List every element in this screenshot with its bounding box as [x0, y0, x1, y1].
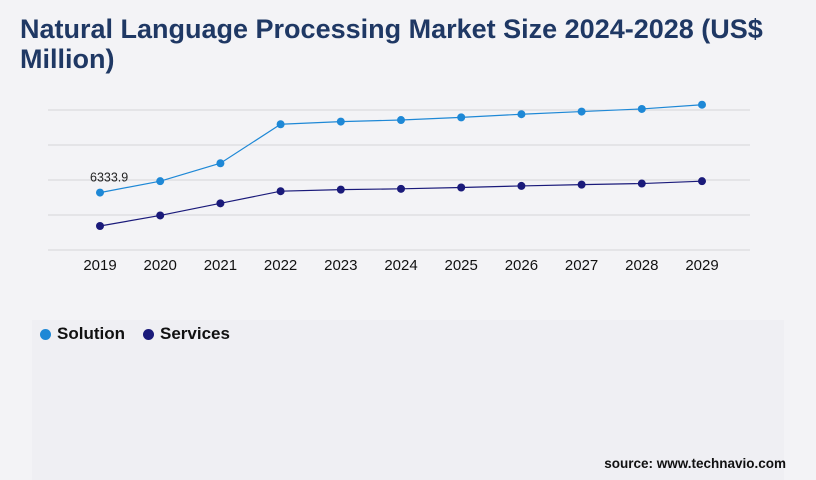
point-services-2027[interactable]: [577, 180, 586, 189]
point-solution-2029[interactable]: [698, 100, 706, 109]
point-solution-2020[interactable]: [156, 177, 165, 186]
legend-solution-marker-icon: [40, 328, 51, 340]
point-solution-2023[interactable]: [336, 117, 345, 126]
x-tick-2028: 2028: [625, 257, 658, 274]
chart-title: Natural Language Processing Market Size …: [20, 14, 763, 74]
gridlines: [48, 109, 750, 251]
point-solution-2026[interactable]: [517, 110, 526, 119]
x-tick-2026: 2026: [505, 257, 538, 274]
x-tick-2021: 2021: [204, 257, 237, 274]
point-solution-2025[interactable]: [457, 113, 466, 122]
point-services-2026[interactable]: [517, 181, 526, 190]
legend-services-label: Services: [159, 324, 230, 343]
point-solution-2022[interactable]: [276, 120, 285, 129]
point-solution-2028[interactable]: [637, 104, 646, 113]
x-tick-2025: 2025: [445, 257, 478, 274]
point-services-2023[interactable]: [336, 185, 345, 194]
point-services-2021[interactable]: [216, 199, 225, 208]
point-services-2028[interactable]: [637, 179, 646, 188]
point-services-2019[interactable]: [96, 222, 104, 230]
x-axis-ticks: 2019 2020 2021 2022 2023 2024 2025 2026 2027 2028…: [83, 257, 718, 274]
x-tick-2024: 2024: [384, 257, 417, 274]
x-tick-2022: 2022: [264, 257, 297, 274]
legend-item-services[interactable]: Services: [142, 324, 230, 344]
legend: Solution Services: [40, 324, 230, 344]
legend-services-marker-icon: [142, 328, 154, 340]
source-credit: source: www.technavio.com: [604, 456, 786, 471]
legend-solution-label: Solution: [57, 324, 125, 343]
data-labels: 6333.9: [90, 171, 128, 185]
x-tick-2019: 2019: [83, 257, 116, 274]
point-services-2020[interactable]: [156, 211, 165, 220]
data-points: [96, 100, 706, 230]
footer-background: [32, 320, 784, 480]
x-tick-2027: 2027: [565, 257, 598, 274]
x-tick-2020: 2020: [144, 257, 177, 274]
point-services-2024[interactable]: [397, 184, 405, 193]
x-tick-2029: 2029: [685, 257, 718, 274]
point-solution-2024[interactable]: [397, 116, 405, 125]
legend-item-solution[interactable]: Solution: [40, 324, 125, 344]
point-services-2029[interactable]: [698, 177, 706, 186]
point-solution-2021[interactable]: [216, 159, 225, 168]
point-solution-2019[interactable]: [96, 188, 104, 197]
point-services-2022[interactable]: [276, 187, 285, 196]
x-tick-2023: 2023: [324, 257, 357, 274]
data-label-solution-2019: 6333.9: [90, 171, 128, 185]
point-services-2025[interactable]: [457, 183, 466, 192]
point-solution-2027[interactable]: [577, 107, 586, 116]
